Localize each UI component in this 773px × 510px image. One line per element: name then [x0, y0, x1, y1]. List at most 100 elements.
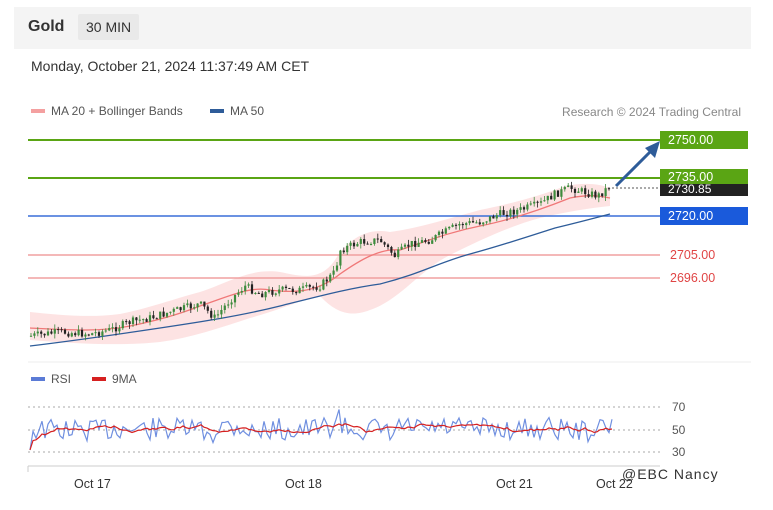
candle-body: [216, 314, 220, 316]
candle-body: [363, 239, 366, 244]
candle-body: [567, 185, 570, 188]
candle-body: [91, 333, 94, 336]
candle-body: [604, 188, 607, 197]
candle-body: [471, 221, 475, 223]
candle-body: [465, 223, 468, 226]
candle-body: [193, 307, 196, 309]
candle-body: [458, 224, 461, 226]
candle-body: [329, 274, 332, 282]
candle-body: [475, 222, 478, 224]
candle-body: [36, 331, 39, 334]
candle-body: [108, 328, 111, 331]
legend-label: MA 50: [230, 104, 265, 118]
candle-body: [339, 250, 342, 266]
candle-body: [448, 226, 451, 229]
candle-body: [420, 240, 424, 243]
candle-body: [366, 243, 369, 245]
candle-body: [206, 306, 209, 311]
last-price-box: 2730.85: [660, 183, 748, 196]
candle-body: [417, 242, 420, 247]
candle-body: [346, 245, 349, 253]
rsi-ma-line: [29, 423, 613, 451]
candle-body: [560, 189, 563, 197]
candle-body: [427, 241, 430, 244]
candle-body: [587, 194, 590, 197]
candle-body: [257, 292, 260, 294]
candle-body: [380, 238, 383, 243]
candle-body: [482, 222, 485, 225]
candle-body: [261, 293, 264, 298]
candle-body: [264, 291, 267, 298]
candle-body: [67, 333, 70, 337]
candle-body: [131, 317, 135, 325]
candle-body: [247, 284, 250, 286]
candle-body: [250, 284, 254, 294]
candle-body: [352, 242, 356, 247]
candle-body: [87, 334, 90, 336]
candle-body: [383, 242, 386, 245]
candle-body: [148, 315, 152, 322]
candle-body: [63, 329, 67, 334]
x-tick: Oct 17: [74, 477, 111, 491]
rsi-line: [29, 409, 613, 451]
candle-body: [33, 333, 36, 336]
candle-body: [397, 249, 400, 258]
candle-body: [318, 289, 322, 291]
candle-body: [43, 333, 46, 336]
candle-body: [60, 329, 63, 331]
candle-body: [441, 231, 444, 234]
candle-body: [114, 327, 118, 332]
candle-body: [121, 321, 124, 329]
level-label-2705: 2705.00: [670, 248, 716, 262]
candle-body: [203, 301, 206, 307]
legend-label: RSI: [51, 372, 72, 386]
candle-body: [142, 319, 145, 321]
candle-body: [278, 289, 281, 294]
target-arrow: [614, 148, 654, 188]
candle-body: [186, 303, 189, 306]
candle-body: [597, 193, 600, 198]
candle-body: [400, 246, 403, 250]
legend-label: MA 20 + Bollinger Bands: [51, 104, 183, 118]
candle-body: [325, 279, 328, 282]
candle-body: [516, 209, 519, 215]
candle-body: [550, 195, 553, 200]
legend-9ma: 9MA: [92, 372, 137, 386]
candle-body: [359, 239, 362, 244]
ma50-line: [29, 213, 611, 347]
candle-body: [46, 331, 50, 336]
candle-body: [434, 234, 437, 241]
candle-body: [410, 240, 413, 247]
candle-body: [414, 240, 417, 247]
candle-body: [580, 188, 583, 192]
candle-body: [104, 330, 107, 332]
candle-body: [159, 311, 162, 319]
candle-body: [237, 292, 240, 295]
candle-body: [461, 224, 464, 226]
candle-body: [502, 210, 505, 215]
candle-body: [322, 279, 325, 290]
candle-body: [577, 191, 580, 193]
legend-ma20: MA 20 + Bollinger Bands: [31, 104, 183, 118]
candle-body: [315, 287, 318, 290]
candle-body: [227, 304, 230, 306]
candle-body: [155, 318, 158, 320]
candle-body: [138, 319, 141, 321]
arrow-head-icon: [645, 141, 660, 158]
candle-body: [543, 200, 546, 202]
rsi-tick: 30: [672, 445, 686, 459]
candle-body: [152, 315, 155, 319]
candlestick-series: [29, 181, 611, 341]
timeframe-badge[interactable]: 30 MIN: [78, 14, 140, 40]
candle-body: [594, 191, 597, 198]
candle-body: [386, 244, 390, 248]
candle-body: [590, 191, 594, 197]
ma20-line: [29, 195, 611, 331]
candle-body: [169, 311, 172, 313]
legend-swatch: [31, 377, 45, 381]
candle-body: [128, 321, 131, 325]
rsi-tick: 50: [672, 423, 686, 437]
candle-body: [182, 305, 186, 311]
candle-body: [94, 332, 97, 334]
